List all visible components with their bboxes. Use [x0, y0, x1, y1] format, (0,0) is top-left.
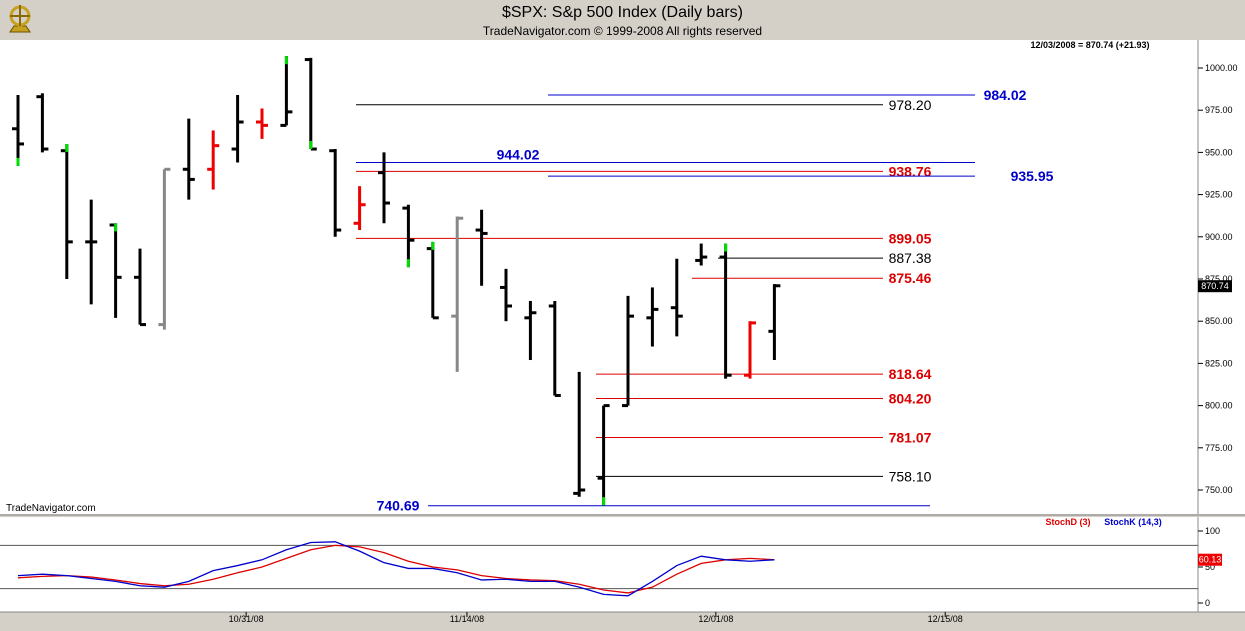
ohlc-bar	[402, 204, 415, 268]
ohlc-bar	[695, 243, 708, 266]
ohlc-bar	[451, 216, 464, 372]
stoch-last-badge: 60.13	[1198, 553, 1222, 566]
date-tick-label: 12/15/08	[928, 614, 963, 624]
ohlc-bar	[12, 95, 24, 166]
ohlc-bar	[60, 143, 73, 279]
stoch-k-legend: StochK (14,3)	[1104, 517, 1162, 527]
ohlc-bar	[426, 241, 439, 320]
svg-text:60.13: 60.13	[1199, 555, 1222, 565]
level-label: 781.07	[889, 430, 932, 446]
ohlc-bar	[597, 404, 610, 506]
ohlc-bar	[378, 152, 390, 224]
ohlc-bar	[36, 93, 49, 153]
price-tick-label: 900.00	[1205, 232, 1233, 242]
ohlc-bar	[134, 248, 146, 327]
ohlc-bar	[182, 118, 195, 200]
date-tick-label: 12/01/08	[698, 614, 733, 624]
price-axis-ticks: 1000.00 975.00 950.00 925.00 900.00 875.00 850…	[1198, 63, 1238, 495]
price-tick-label: 950.00	[1205, 147, 1233, 157]
stoch-tick-label: 50	[1205, 562, 1215, 572]
price-panel[interactable]	[0, 40, 1198, 514]
ohlc-bar	[256, 108, 268, 139]
price-tick-label: 975.00	[1205, 105, 1233, 115]
stoch-d-line	[17, 544, 775, 594]
price-axis-panel	[1198, 40, 1245, 514]
price-tick-label: 875.00	[1205, 274, 1233, 284]
ohlc-bar	[744, 321, 756, 379]
stoch-tick-label: 0	[1205, 598, 1210, 608]
ohlc-bar	[207, 130, 220, 190]
svg-text:870.74: 870.74	[1201, 281, 1229, 291]
level-label: 978.20	[889, 97, 932, 113]
stoch-k-line	[17, 541, 775, 597]
ohlc-bar	[329, 149, 342, 237]
level-label: 818.64	[889, 366, 932, 382]
ohlc-bar	[646, 287, 659, 347]
ohlc-bar	[280, 56, 293, 127]
price-tick-label: 800.00	[1205, 401, 1233, 411]
level-label: 804.20	[889, 391, 932, 407]
ohlc-bar	[670, 258, 683, 337]
ohlc-bar	[500, 268, 512, 322]
date-tick-label: 11/14/08	[450, 614, 484, 624]
ohlc-bar	[304, 57, 317, 151]
level-label: 935.95	[1011, 168, 1054, 184]
stoch-tick-label: 100	[1205, 526, 1220, 536]
ohlc-bars	[12, 56, 781, 506]
date-axis-ticks: 10/31/08 11/14/08 12/01/08 12/15/08	[229, 612, 963, 624]
ohlc-bar	[85, 199, 98, 305]
level-label: 887.38	[889, 250, 932, 266]
stochastic-lines	[17, 541, 775, 597]
level-label: 984.02	[984, 87, 1027, 103]
price-tick-label: 775.00	[1205, 443, 1233, 453]
level-label: 899.05	[889, 230, 932, 246]
level-label: 938.76	[889, 163, 932, 179]
watermark-text: TradeNavigator.com	[6, 503, 96, 514]
ohlc-bar	[524, 300, 537, 361]
level-label: 875.46	[889, 270, 932, 286]
price-tick-label: 825.00	[1205, 358, 1233, 368]
last-price-badge: 870.74	[1198, 280, 1232, 293]
ohlc-bar	[548, 300, 561, 397]
chart-title: $SPX: S&p 500 Index (Daily bars)	[501, 4, 743, 21]
price-levels: 984.02 978.20 944.02 938.76 935.95 899.05 887.…	[356, 87, 1054, 514]
price-tick-label: 925.00	[1205, 190, 1233, 200]
copyright-text: TradeNavigator.com © 1999-2008 All right…	[482, 24, 763, 38]
level-label: 944.02	[497, 146, 540, 162]
price-tick-label: 750.00	[1205, 485, 1233, 495]
ohlc-bar	[109, 223, 122, 318]
price-tick-label: 1000.00	[1205, 63, 1238, 73]
ohlc-bar	[768, 284, 781, 361]
date-tick-label: 10/31/08	[229, 614, 264, 624]
ohlc-bar	[475, 209, 488, 286]
level-label: 740.69	[377, 498, 420, 514]
ohlc-bar	[573, 371, 586, 497]
price-tick-label: 850.00	[1205, 316, 1233, 326]
ohlc-bar	[353, 186, 366, 231]
date-price-readout: 12/03/2008 = 870.74 (+21.93)	[1030, 40, 1149, 50]
ohlc-bar	[158, 167, 171, 330]
ohlc-bar	[231, 95, 244, 163]
chart-header: $SPX: S&p 500 Index (Daily bars) TradeNa…	[0, 0, 1245, 40]
ohlc-bar	[622, 295, 634, 408]
stochastic-panel[interactable]	[0, 517, 1198, 612]
stoch-d-legend: StochD (3)	[1046, 517, 1091, 527]
level-label: 758.10	[889, 468, 932, 484]
trade-navigator-logo-icon[interactable]	[2, 2, 38, 38]
ohlc-bar	[719, 243, 732, 379]
